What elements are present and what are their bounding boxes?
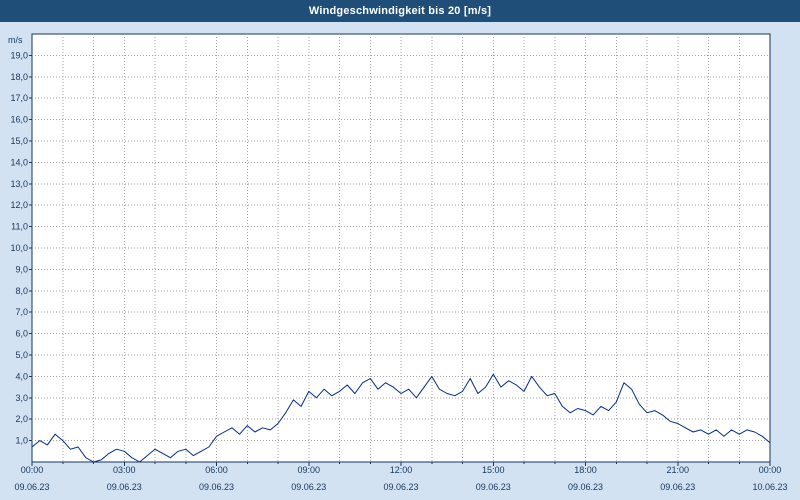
svg-text:09.06.23: 09.06.23	[568, 482, 603, 492]
svg-text:12:00: 12:00	[390, 465, 413, 475]
svg-text:15:00: 15:00	[482, 465, 505, 475]
chart-title: Windgeschwindigkeit bis 20 [m/s]	[308, 5, 492, 17]
svg-text:06:00: 06:00	[205, 465, 228, 475]
svg-text:18:00: 18:00	[574, 465, 597, 475]
svg-text:18,0: 18,0	[10, 72, 28, 82]
svg-text:12,0: 12,0	[10, 200, 28, 210]
svg-text:03:00: 03:00	[113, 465, 136, 475]
svg-text:09.06.23: 09.06.23	[199, 482, 234, 492]
svg-text:2,0: 2,0	[15, 414, 28, 424]
svg-text:10,0: 10,0	[10, 243, 28, 253]
title-bar: Windgeschwindigkeit bis 20 [m/s]	[0, 0, 800, 22]
svg-text:14,0: 14,0	[10, 157, 28, 167]
svg-text:09.06.23: 09.06.23	[476, 482, 511, 492]
svg-text:00:00: 00:00	[759, 465, 782, 475]
svg-text:00:00: 00:00	[21, 465, 44, 475]
svg-text:6,0: 6,0	[15, 329, 28, 339]
svg-text:1,0: 1,0	[15, 436, 28, 446]
svg-text:09.06.23: 09.06.23	[107, 482, 142, 492]
svg-text:09.06.23: 09.06.23	[291, 482, 326, 492]
svg-text:16,0: 16,0	[10, 115, 28, 125]
svg-text:9,0: 9,0	[15, 264, 28, 274]
svg-text:09.06.23: 09.06.23	[383, 482, 418, 492]
svg-text:13,0: 13,0	[10, 179, 28, 189]
svg-text:17,0: 17,0	[10, 93, 28, 103]
svg-text:m/s: m/s	[8, 35, 23, 45]
svg-text:3,0: 3,0	[15, 393, 28, 403]
svg-text:15,0: 15,0	[10, 136, 28, 146]
svg-text:4,0: 4,0	[15, 371, 28, 381]
svg-text:7,0: 7,0	[15, 307, 28, 317]
svg-text:19,0: 19,0	[10, 50, 28, 60]
svg-text:21:00: 21:00	[666, 465, 689, 475]
svg-text:11,0: 11,0	[11, 222, 28, 232]
svg-text:09.06.23: 09.06.23	[660, 482, 695, 492]
svg-text:09.06.23: 09.06.23	[14, 482, 49, 492]
svg-text:09:00: 09:00	[297, 465, 320, 475]
wind-chart: 1,0 2,0 3,0 4,0 5,0 6,0 7,0 8,0 9,0 10,0 11,0 12,0 1…	[0, 22, 800, 500]
wind-chart-svg: 1,0 2,0 3,0 4,0 5,0 6,0 7,0 8,0 9,0 10,0 11,0 12,0 1…	[8, 33, 788, 492]
svg-text:8,0: 8,0	[15, 286, 28, 296]
svg-text:5,0: 5,0	[15, 350, 28, 360]
svg-text:10.06.23: 10.06.23	[752, 482, 787, 492]
